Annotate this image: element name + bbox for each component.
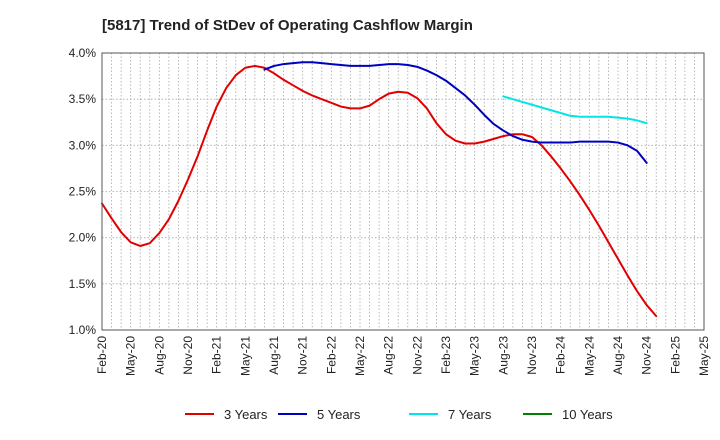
y-tick-label: 1.0% [69, 323, 97, 337]
x-tick-label: Aug-22 [382, 336, 396, 375]
x-tick-label: Feb-25 [668, 336, 682, 374]
x-tick-label: May-21 [238, 336, 252, 376]
plot-frame [101, 52, 705, 331]
x-tick-label: May-20 [124, 336, 138, 376]
x-tick-label: Nov-20 [181, 336, 195, 375]
y-tick-label: 2.5% [69, 185, 97, 199]
x-tick-label: Feb-24 [554, 336, 568, 374]
series-line-2 [263, 61, 648, 164]
x-tick-label: Nov-24 [640, 336, 654, 375]
legend-label: 7 Years [448, 407, 492, 422]
legend-label: 3 Years [224, 407, 268, 422]
x-tick-label: Nov-22 [410, 336, 424, 375]
legend-label: 10 Years [562, 407, 613, 422]
x-tick-label: Feb-21 [210, 336, 224, 374]
legend-label: 5 Years [317, 407, 361, 422]
series-layer [101, 61, 658, 318]
x-tick-label: May-22 [353, 336, 367, 376]
series-line-3 [502, 95, 648, 125]
y-tick-label: 3.0% [69, 138, 97, 152]
x-tick-label: Aug-20 [152, 336, 166, 375]
x-axis: Feb-20 May-20 Aug-20 Nov-20 Feb-21 May-21 Aug-… [95, 336, 711, 376]
x-tick-label: May-24 [582, 336, 596, 376]
x-tick-label: Aug-21 [267, 336, 281, 375]
x-tick-label: Feb-20 [95, 336, 109, 374]
y-tick-label: 4.0% [69, 46, 97, 60]
x-tick-label: May-23 [468, 336, 482, 376]
chart-title: [5817] Trend of StDev of Operating Cashf… [102, 17, 473, 34]
x-tick-label: May-25 [697, 336, 711, 376]
x-tick-label: Aug-23 [496, 336, 510, 375]
series-line-1 [101, 64, 658, 318]
x-tick-label: Feb-22 [324, 336, 338, 374]
x-tick-label: Nov-23 [525, 336, 539, 375]
x-tick-label: Feb-23 [439, 336, 453, 374]
x-tick-label: Nov-21 [296, 336, 310, 375]
y-tick-label: 2.0% [69, 231, 97, 245]
y-tick-label: 1.5% [69, 277, 97, 291]
y-tick-label: 3.5% [69, 92, 97, 106]
x-tick-label: Aug-24 [611, 336, 625, 375]
legend: 3 Years 5 Years 7 Years 10 Years [185, 407, 613, 422]
grid-lines [102, 52, 704, 331]
y-axis: 1.0% 1.5% 2.0% 2.5% 3.0% 3.5% 4.0% [69, 46, 97, 337]
